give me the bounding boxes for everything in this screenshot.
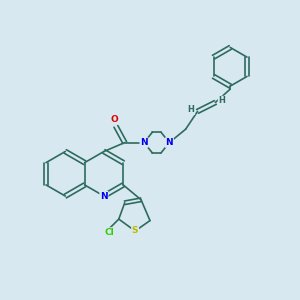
Text: N: N — [166, 138, 173, 147]
Text: N: N — [140, 138, 148, 147]
Text: O: O — [110, 115, 118, 124]
Text: H: H — [188, 105, 194, 114]
Text: S: S — [132, 226, 138, 236]
Text: Cl: Cl — [105, 228, 115, 237]
Text: N: N — [100, 192, 108, 201]
Text: H: H — [218, 97, 225, 106]
